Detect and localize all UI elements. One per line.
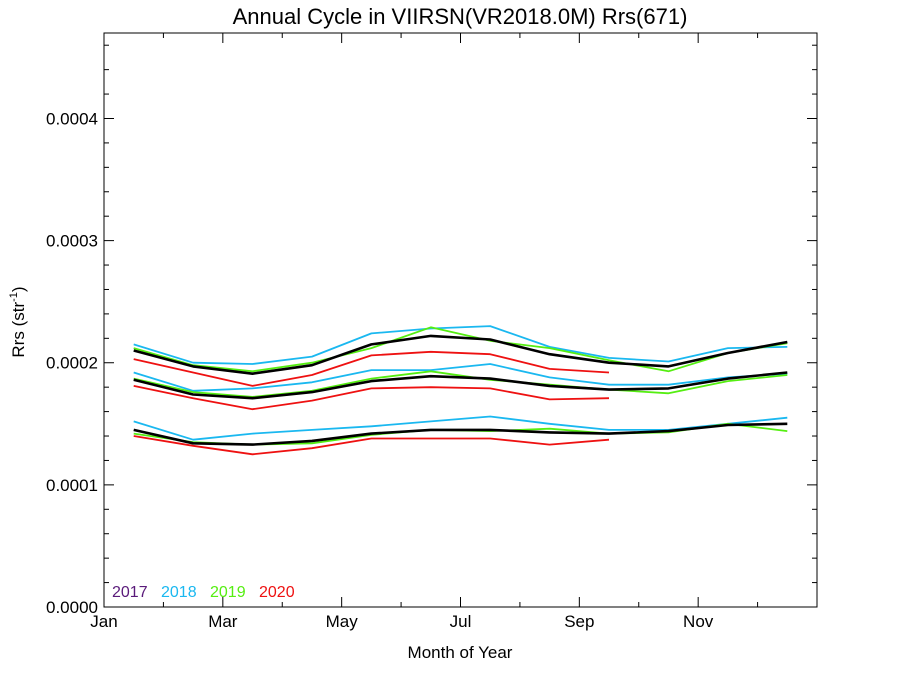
series-line: [133, 371, 788, 400]
series-line: [133, 435, 610, 456]
axis-ticks: [103, 33, 818, 608]
plot-frame: [103, 32, 818, 608]
series-line: [133, 325, 788, 365]
x-tick-label: Mar: [208, 612, 238, 631]
tick-labels: Jan Mar May Jul Sep Nov 0.0000 0.0001 0.0002 0.00…: [46, 109, 714, 631]
legend-item: 2017: [112, 584, 148, 601]
series-line: [133, 334, 788, 376]
y-axis-label-close: ): [9, 286, 28, 292]
series-layer: [133, 325, 788, 456]
series-line: [133, 370, 788, 398]
legend-item: 2018: [161, 584, 197, 601]
series-line: [133, 422, 788, 446]
legend: 2017 2018 2019 2020: [112, 584, 295, 601]
y-tick-label: 0.0004: [46, 109, 98, 128]
series-line: [133, 385, 610, 411]
y-tick-label: 0.0000: [46, 598, 98, 617]
legend-item: 2020: [259, 584, 295, 601]
x-axis-label: Month of Year: [408, 643, 513, 662]
y-axis-label-sup: -1: [8, 292, 20, 302]
y-tick-label: 0.0002: [46, 354, 98, 373]
x-tick-label: May: [326, 612, 359, 631]
x-tick-label: Jan: [90, 612, 117, 631]
x-tick-label: Sep: [564, 612, 594, 631]
series-line: [133, 363, 788, 392]
y-tick-label: 0.0001: [46, 476, 98, 495]
series-line: [133, 350, 610, 387]
y-axis-label: Rrs (str-1): [8, 286, 28, 357]
series-line: [133, 326, 788, 373]
chart-title: Annual Cycle in VIIRSN(VR2018.0M) Rrs(67…: [233, 4, 688, 29]
x-tick-label: Nov: [683, 612, 714, 631]
x-tick-label: Jul: [450, 612, 472, 631]
y-tick-label: 0.0003: [46, 232, 98, 251]
y-axis-label-main: Rrs (str: [9, 302, 28, 358]
legend-item: 2019: [210, 584, 246, 601]
